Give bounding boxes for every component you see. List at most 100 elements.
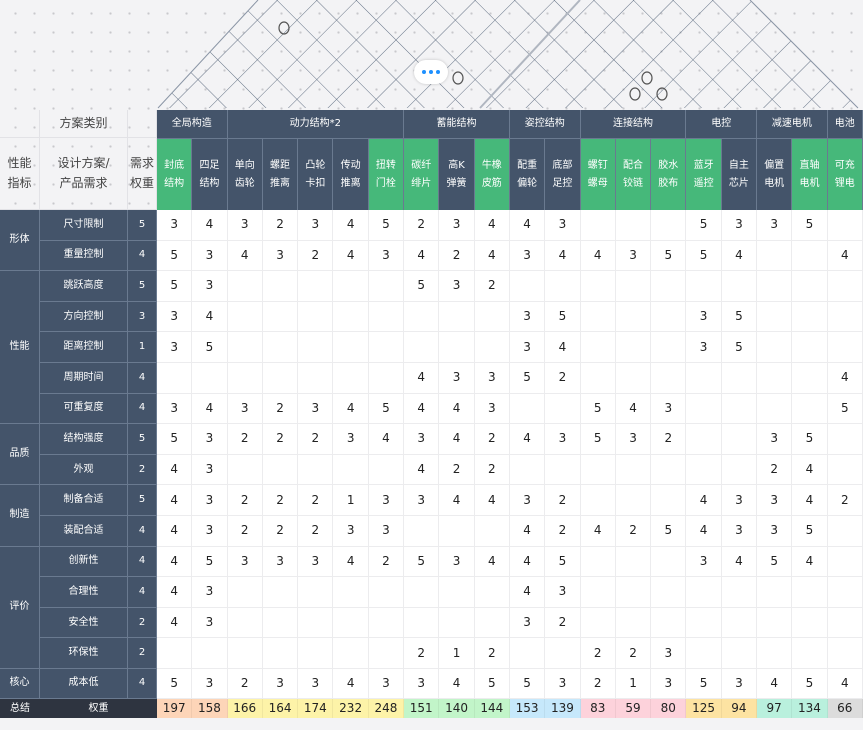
requirement-weight: 4	[128, 668, 157, 699]
score-cell	[368, 607, 405, 639]
score-cell: 4	[827, 362, 863, 394]
score-cell: 2	[545, 607, 581, 639]
scheme-header[interactable]: 直轴 电机	[792, 138, 828, 210]
requirement-name: 重量控制	[40, 240, 128, 272]
pyramid-lattice-decoration	[157, 0, 859, 109]
score-cell: 3	[262, 668, 299, 699]
score-cell: 3	[192, 240, 228, 272]
scheme-header[interactable]: 螺距 推离	[262, 138, 299, 210]
scheme-header[interactable]: 可充 锂电	[827, 138, 863, 210]
score-cell: 4	[157, 577, 193, 608]
score-cell: 5	[192, 546, 228, 578]
scheme-header[interactable]: 螺钉 螺母	[580, 138, 616, 210]
score-cell: 5	[545, 546, 581, 578]
category-label: 核心	[0, 668, 40, 699]
score-cell: 4	[439, 485, 475, 516]
score-cell	[651, 454, 687, 486]
score-cell: 3	[192, 454, 228, 486]
score-cell	[686, 393, 722, 425]
score-cell	[827, 607, 863, 639]
scheme-header[interactable]: 配合 铰链	[615, 138, 652, 210]
score-cell	[580, 210, 616, 241]
score-cell	[615, 362, 652, 394]
score-cell	[545, 638, 581, 669]
scheme-header[interactable]: 胶水 胶布	[651, 138, 687, 210]
score-cell: 2	[298, 424, 334, 455]
score-cell	[509, 454, 546, 486]
score-cell: 3	[439, 271, 475, 302]
category-label: 制造	[0, 485, 40, 547]
score-cell	[721, 577, 758, 608]
score-cell: 3	[368, 515, 405, 547]
score-cell: 5	[721, 301, 758, 333]
requirement-name: 合理性	[40, 577, 128, 608]
score-cell: 2	[651, 424, 687, 455]
score-cell: 3	[721, 668, 758, 699]
score-cell	[262, 332, 299, 363]
score-cell: 3	[757, 424, 793, 455]
score-cell	[227, 362, 263, 394]
score-cell	[368, 301, 405, 333]
scheme-header[interactable]: 自主 芯片	[721, 138, 758, 210]
scheme-header[interactable]: 传动 推离	[333, 138, 369, 210]
score-cell: 4	[404, 362, 440, 394]
requirement-name: 尺寸限制	[40, 210, 128, 241]
score-cell: 5	[368, 393, 405, 425]
scheme-header[interactable]: 蓝牙 遥控	[686, 138, 722, 210]
score-cell: 3	[545, 577, 581, 608]
score-cell: 4	[509, 515, 546, 547]
scheme-header[interactable]: 四足 结构	[192, 138, 228, 210]
corner-blank	[0, 110, 40, 138]
score-cell	[827, 454, 863, 486]
requirement-name: 装配合适	[40, 515, 128, 547]
more-options-button[interactable]	[414, 60, 448, 84]
score-cell	[651, 271, 687, 302]
score-cell: 5	[792, 424, 828, 455]
scheme-header[interactable]: 牛橡 皮筋	[474, 138, 510, 210]
score-cell	[368, 577, 405, 608]
score-cell: 3	[192, 515, 228, 547]
scheme-header[interactable]: 封底 结构	[157, 138, 193, 210]
score-cell	[686, 454, 722, 486]
score-cell: 3	[298, 210, 334, 241]
score-cell	[439, 301, 475, 333]
score-cell: 4	[509, 546, 546, 578]
score-cell	[474, 577, 510, 608]
score-cell	[192, 638, 228, 669]
score-cell: 4	[686, 515, 722, 547]
score-cell: 2	[262, 515, 299, 547]
score-cell	[262, 454, 299, 486]
scheme-header[interactable]: 底部 足控	[545, 138, 581, 210]
score-cell: 2	[262, 393, 299, 425]
scheme-header[interactable]: 单向 齿轮	[227, 138, 263, 210]
scheme-header[interactable]: 扭转 门栓	[368, 138, 405, 210]
scheme-header[interactable]: 碳纤 绯片	[404, 138, 440, 210]
score-cell: 4	[509, 210, 546, 241]
score-cell: 1	[439, 638, 475, 669]
requirement-name: 安全性	[40, 607, 128, 639]
score-cell	[298, 577, 334, 608]
score-cell: 3	[298, 668, 334, 699]
score-cell	[580, 577, 616, 608]
score-cell	[545, 271, 581, 302]
score-cell	[580, 485, 616, 516]
score-cell: 3	[298, 546, 334, 578]
scheme-header[interactable]: 凸轮 卡扣	[298, 138, 334, 210]
scheme-header[interactable]: 配重 偏轮	[509, 138, 546, 210]
score-cell	[757, 607, 793, 639]
score-cell: 5	[721, 332, 758, 363]
score-cell: 3	[157, 301, 193, 333]
score-cell	[333, 301, 369, 333]
score-cell	[262, 301, 299, 333]
scheme-header[interactable]: 高K 弹簧	[439, 138, 475, 210]
scheme-header[interactable]: 偏置 电机	[757, 138, 793, 210]
score-cell: 5	[192, 332, 228, 363]
score-cell	[615, 210, 652, 241]
score-cell: 4	[333, 210, 369, 241]
total-weight-cell: 158	[192, 698, 228, 719]
score-cell	[227, 332, 263, 363]
score-cell	[368, 332, 405, 363]
score-cell	[792, 577, 828, 608]
score-cell: 3	[615, 424, 652, 455]
score-cell: 3	[721, 210, 758, 241]
